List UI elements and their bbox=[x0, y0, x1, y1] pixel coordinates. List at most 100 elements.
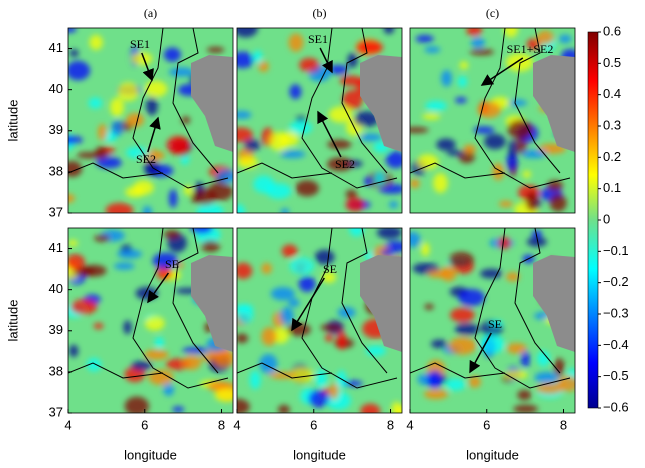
anomaly bbox=[360, 403, 381, 413]
anomaly bbox=[454, 97, 467, 104]
x-axis-label: longitude bbox=[293, 447, 346, 462]
y-tick-label: 40 bbox=[49, 81, 63, 96]
anomaly bbox=[436, 138, 456, 151]
anomaly bbox=[345, 189, 358, 199]
anomaly bbox=[415, 34, 434, 43]
anomaly bbox=[105, 202, 134, 213]
anomaly bbox=[410, 231, 421, 248]
anomaly bbox=[68, 193, 75, 203]
anomaly bbox=[86, 358, 102, 372]
anomaly bbox=[424, 303, 434, 310]
anomaly bbox=[299, 57, 320, 72]
anomaly bbox=[466, 28, 483, 37]
anomaly bbox=[473, 126, 495, 134]
panel-label: (b) bbox=[313, 6, 327, 20]
anomaly bbox=[308, 389, 330, 408]
annotation: SE bbox=[488, 317, 502, 331]
anomaly bbox=[433, 173, 448, 193]
colorbar-tick-label: −0.6 bbox=[603, 399, 629, 414]
y-tick-label: 38 bbox=[49, 163, 63, 178]
anomaly bbox=[526, 236, 547, 247]
anomaly bbox=[279, 131, 299, 147]
anomaly bbox=[289, 84, 302, 100]
colorbar-tick-label: −0.1 bbox=[603, 243, 629, 258]
annotation-arrow bbox=[319, 47, 333, 74]
anomaly bbox=[237, 110, 252, 119]
anomaly bbox=[182, 347, 210, 354]
colorbar-tick-label: 0 bbox=[603, 211, 610, 226]
anomaly bbox=[454, 323, 480, 336]
anomaly bbox=[484, 133, 506, 150]
anomaly bbox=[345, 197, 365, 212]
y-tick-label: 41 bbox=[49, 240, 63, 255]
anomaly bbox=[470, 37, 486, 49]
anomaly bbox=[125, 146, 150, 159]
anomaly bbox=[163, 229, 181, 239]
anomaly bbox=[507, 119, 533, 139]
anomaly bbox=[286, 323, 311, 337]
anomaly bbox=[298, 276, 316, 293]
panel bbox=[68, 228, 233, 413]
anomaly bbox=[423, 389, 449, 400]
panel-label: (c) bbox=[486, 6, 499, 20]
anomaly bbox=[237, 262, 253, 280]
anomaly bbox=[237, 204, 245, 213]
anomaly bbox=[424, 46, 441, 53]
annotation-arrow bbox=[480, 57, 524, 86]
anomaly bbox=[391, 401, 402, 413]
anomaly bbox=[349, 228, 364, 237]
coastline bbox=[341, 228, 388, 374]
land bbox=[191, 255, 233, 352]
anomaly bbox=[315, 369, 328, 388]
panel bbox=[410, 28, 575, 213]
anomaly bbox=[270, 287, 295, 301]
anomaly bbox=[526, 38, 541, 51]
anomaly bbox=[156, 265, 173, 280]
anomaly bbox=[258, 61, 269, 72]
anomaly bbox=[237, 127, 253, 143]
anomaly bbox=[385, 151, 402, 169]
colorbar-tick-label: −0.3 bbox=[603, 305, 629, 320]
y-axis-label: latitude bbox=[5, 100, 20, 142]
anomaly bbox=[525, 191, 539, 211]
colorbar-tick-label: −0.2 bbox=[603, 274, 629, 289]
anomaly bbox=[196, 203, 224, 213]
anomaly bbox=[237, 156, 259, 169]
anomaly bbox=[216, 169, 233, 184]
land bbox=[533, 55, 575, 152]
anomaly bbox=[259, 353, 278, 374]
anomaly bbox=[89, 34, 103, 50]
anomaly bbox=[125, 186, 145, 198]
coastline bbox=[68, 228, 229, 389]
anomaly bbox=[214, 388, 233, 402]
anomaly bbox=[244, 139, 261, 152]
anomaly bbox=[272, 328, 289, 344]
anomaly bbox=[531, 229, 543, 239]
anomaly bbox=[383, 28, 395, 35]
colorbar-tick-label: 0.4 bbox=[603, 86, 621, 101]
anomaly bbox=[117, 82, 139, 102]
anomaly bbox=[81, 264, 107, 277]
anomaly bbox=[110, 97, 125, 117]
anomaly bbox=[68, 160, 83, 178]
anomaly bbox=[327, 157, 353, 172]
panel bbox=[410, 228, 575, 413]
anomaly bbox=[68, 135, 84, 145]
x-tick-label: 6 bbox=[310, 417, 317, 432]
anomaly bbox=[281, 244, 298, 258]
anomaly bbox=[314, 249, 335, 265]
colorbar-tick-label: 0.2 bbox=[603, 149, 621, 164]
anomaly bbox=[468, 376, 481, 388]
y-tick-label: 37 bbox=[49, 204, 63, 219]
panel-frame bbox=[236, 227, 403, 414]
coastline bbox=[410, 28, 571, 189]
anomaly bbox=[288, 33, 304, 52]
colorbar-tick-label: −0.5 bbox=[603, 368, 629, 383]
colorbar-tick-label: 0.1 bbox=[603, 180, 621, 195]
anomaly bbox=[410, 178, 420, 189]
anomaly bbox=[261, 327, 277, 346]
annotation-arrow bbox=[147, 272, 170, 304]
anomaly bbox=[534, 371, 559, 384]
coastline bbox=[514, 28, 561, 174]
